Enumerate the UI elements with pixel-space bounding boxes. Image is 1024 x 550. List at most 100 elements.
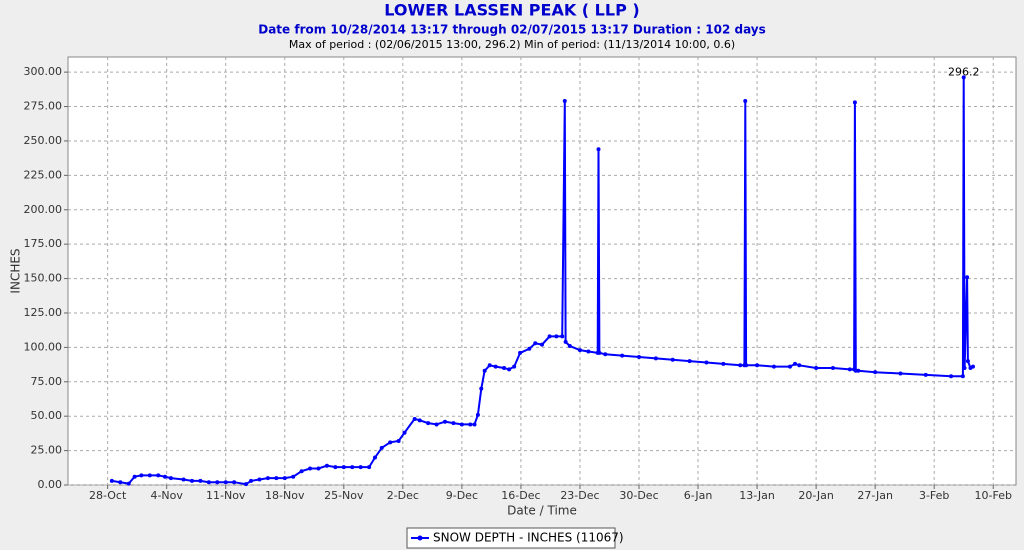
chart-title: LOWER LASSEN PEAK ( LLP ) — [384, 1, 639, 20]
data-point — [830, 366, 835, 371]
data-point — [402, 430, 407, 435]
x-tick-label: 11-Nov — [206, 489, 246, 502]
data-point — [540, 342, 544, 347]
data-point — [282, 476, 287, 481]
data-point — [527, 346, 532, 351]
data-point — [962, 366, 967, 371]
x-tick-label: 25-Nov — [324, 489, 364, 502]
y-tick-label: 200.00 — [24, 203, 63, 216]
data-point — [898, 371, 903, 376]
data-point — [412, 416, 417, 421]
x-tick-label: 4-Nov — [150, 489, 183, 502]
data-point — [308, 466, 313, 471]
y-tick-label: 50.00 — [31, 409, 63, 422]
data-point — [512, 364, 517, 369]
data-point — [923, 372, 928, 377]
data-point — [744, 363, 749, 368]
data-point — [451, 421, 456, 426]
data-point — [388, 440, 393, 445]
data-point — [547, 334, 552, 339]
y-tick-label: 100.00 — [24, 340, 63, 353]
data-point — [426, 421, 431, 426]
y-tick-label: 225.00 — [24, 168, 63, 181]
data-point — [265, 476, 270, 481]
y-tick-label: 275.00 — [24, 100, 63, 113]
chart-subtitle: Date from 10/28/2014 13:17 through 02/07… — [258, 23, 766, 37]
x-tick-label: 10-Feb — [975, 489, 1012, 502]
y-tick-label: 300.00 — [24, 65, 63, 78]
data-point — [562, 99, 567, 104]
data-point — [563, 339, 568, 344]
x-tick-label: 16-Dec — [501, 489, 540, 502]
data-point — [215, 480, 220, 485]
data-point — [109, 478, 114, 483]
data-point — [333, 465, 338, 470]
plot-area — [67, 56, 1017, 486]
data-point — [787, 364, 792, 369]
data-point — [873, 370, 878, 375]
data-point — [316, 466, 321, 471]
legend-box — [406, 527, 616, 549]
data-point — [814, 366, 819, 371]
data-point — [468, 422, 473, 427]
x-tick-label: 9-Dec — [446, 489, 478, 502]
data-point — [961, 75, 966, 80]
data-point — [147, 473, 152, 478]
data-point — [443, 419, 448, 424]
data-point — [636, 355, 641, 360]
data-point — [417, 418, 422, 423]
data-point — [596, 147, 601, 152]
data-point — [373, 455, 378, 460]
data-point — [507, 367, 512, 372]
data-point — [299, 469, 304, 474]
period-note: Max of period : (02/06/2015 13:00, 296.2… — [289, 38, 735, 51]
data-point — [274, 476, 279, 481]
data-point — [755, 363, 760, 368]
data-point — [198, 478, 203, 483]
data-point — [243, 482, 248, 487]
data-point — [597, 350, 602, 355]
data-point — [324, 463, 329, 468]
data-point — [797, 363, 802, 368]
x-tick-label: 20-Jan — [798, 489, 834, 502]
legend-label: SNOW DEPTH - INCHES (11067) — [433, 531, 624, 545]
data-point — [771, 364, 776, 369]
data-point — [793, 361, 798, 366]
data-point — [965, 359, 970, 364]
data-point — [206, 480, 211, 485]
data-point — [459, 422, 464, 427]
y-tick-label: 25.00 — [31, 444, 63, 457]
y-tick-label: 75.00 — [31, 375, 63, 388]
data-point — [847, 367, 852, 372]
y-tick-label: 125.00 — [24, 306, 63, 319]
data-point — [533, 341, 538, 346]
data-point — [367, 465, 372, 470]
x-tick-label: 28-Oct — [89, 489, 127, 502]
data-point — [168, 476, 173, 481]
x-tick-label: 30-Dec — [619, 489, 658, 502]
data-point — [350, 465, 355, 470]
data-point — [162, 474, 167, 479]
data-point — [132, 474, 137, 479]
data-point — [586, 349, 591, 354]
x-tick-label: 13-Jan — [739, 489, 775, 502]
data-point — [687, 359, 692, 364]
data-point — [567, 344, 572, 349]
data-point — [472, 422, 477, 427]
data-point — [126, 481, 131, 486]
data-point — [475, 412, 480, 417]
data-point — [704, 360, 709, 365]
data-point — [603, 352, 608, 357]
y-tick-label: 175.00 — [24, 237, 63, 250]
data-point — [852, 100, 857, 105]
data-point — [965, 275, 970, 280]
data-point — [493, 364, 498, 369]
data-point — [396, 438, 401, 443]
data-point — [554, 334, 559, 339]
data-point — [479, 386, 484, 391]
data-point — [156, 473, 161, 478]
data-point — [970, 364, 975, 369]
x-tick-label: 27-Jan — [857, 489, 893, 502]
data-point — [223, 480, 228, 485]
